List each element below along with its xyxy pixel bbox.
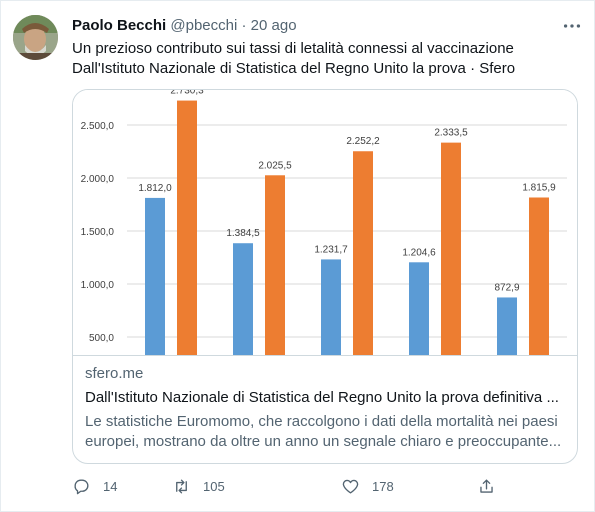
data-label: 1.231,7 <box>314 244 348 255</box>
reply-button[interactable]: 14 <box>72 474 117 498</box>
tweet-text: Un prezioso contributo sui tassi di leta… <box>72 39 577 79</box>
avatar-image <box>13 15 58 60</box>
retweet-count: 105 <box>203 478 225 494</box>
data-label: 1.812,0 <box>138 183 172 194</box>
y-tick-label: 2.000,0 <box>81 174 115 185</box>
share-button[interactable] <box>477 474 496 498</box>
card-meta: sfero.me Dall'Istituto Nazionale di Stat… <box>85 364 567 452</box>
card-description-line: europei, mostrano da oltre un anno un se… <box>85 433 562 450</box>
card-image: 500,0 1.000,0 1.500,0 2.000,0 2.500,0 1.812,0… <box>73 90 577 356</box>
tweet-time[interactable]: 20 ago <box>250 17 297 34</box>
data-label: 872,9 <box>494 282 519 293</box>
author-name[interactable]: Paolo Becchi <box>72 17 167 34</box>
card-description-line: Le statistiche Euromomo, che raccolgono … <box>85 413 558 430</box>
bar-chart: 500,0 1.000,0 1.500,0 2.000,0 2.500,0 1.812,0… <box>81 90 567 355</box>
like-button[interactable]: 178 <box>341 474 394 498</box>
more-icon[interactable] <box>561 15 583 37</box>
y-tick-label: 500,0 <box>89 333 114 344</box>
avatar[interactable] <box>13 15 58 60</box>
like-count: 178 <box>372 478 394 494</box>
tweet-text-line: Un prezioso contributo sui tassi di leta… <box>72 40 514 57</box>
bar <box>145 197 165 355</box>
data-label: 1.204,6 <box>402 247 436 258</box>
retweet-button[interactable]: 105 <box>172 474 225 498</box>
reply-count: 14 <box>103 478 118 494</box>
bar <box>177 100 197 355</box>
card-domain: sfero.me <box>85 365 144 382</box>
data-label: 2.025,5 <box>258 160 292 171</box>
data-label: 1.384,5 <box>226 228 260 239</box>
data-label: 2.252,2 <box>346 136 380 147</box>
bar <box>321 259 341 355</box>
bar <box>529 197 549 355</box>
author-handle[interactable]: @pbecchi <box>170 17 238 34</box>
link-card[interactable]: 500,0 1.000,0 1.500,0 2.000,0 2.500,0 1.812,0… <box>72 89 578 464</box>
data-label: 2.730,3 <box>170 90 204 97</box>
data-label: 2.333,5 <box>434 128 468 139</box>
bar <box>265 175 285 355</box>
tweet-actions: 14 105 178 <box>72 474 502 498</box>
tweet-header: Paolo Becchi @pbecchi · 20 ago <box>72 17 297 34</box>
card-description: Le statistiche Euromomo, che raccolgono … <box>85 412 567 452</box>
like-icon <box>342 479 359 494</box>
data-label: 1.815,9 <box>522 182 556 193</box>
y-tick-label: 2.500,0 <box>81 121 115 132</box>
bar <box>353 151 373 355</box>
card-title: Dall'Istituto Nazionale di Statistica de… <box>85 389 559 406</box>
bar <box>497 297 517 355</box>
share-icon <box>480 478 493 493</box>
retweet-icon <box>176 478 187 494</box>
tweet-text-line: Dall'Istituto Nazionale di Statistica de… <box>72 60 516 77</box>
bar <box>233 243 253 355</box>
bar <box>441 142 461 355</box>
bar <box>409 262 429 355</box>
header-separator: · <box>241 17 247 34</box>
reply-icon <box>74 478 89 494</box>
y-tick-label: 1.500,0 <box>81 227 115 238</box>
y-tick-label: 1.000,0 <box>81 280 115 291</box>
